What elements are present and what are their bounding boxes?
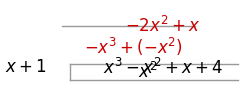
Text: $x^3-x^2+x+4$: $x^3-x^2+x+4$ — [103, 58, 223, 78]
Text: $x + 1$: $x + 1$ — [5, 58, 47, 76]
Text: $-x^3+(-x^2)$: $-x^3+(-x^2)$ — [83, 36, 182, 58]
Text: $-2x^2+x$: $-2x^2+x$ — [125, 16, 201, 36]
Text: $x^2$: $x^2$ — [138, 62, 158, 82]
